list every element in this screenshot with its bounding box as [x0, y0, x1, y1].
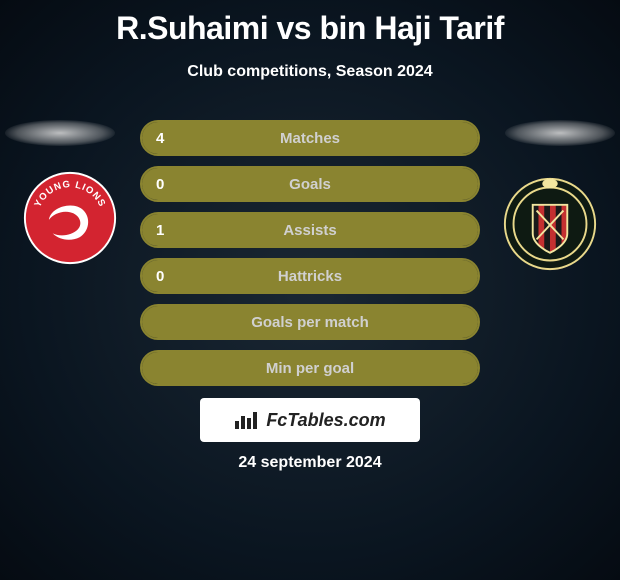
stat-value-left: 0: [156, 268, 164, 285]
stat-fill: [142, 168, 478, 200]
stat-row: Goals0: [140, 166, 480, 202]
stat-value-left: 0: [156, 176, 164, 193]
stat-row: Hattricks0: [140, 258, 480, 294]
stat-value-left: 4: [156, 130, 164, 147]
watermark: FcTables.com: [200, 398, 420, 442]
team-crest-left: YOUNG LIONS: [20, 170, 120, 266]
shadow-right: [505, 120, 615, 146]
stat-value-left: 1: [156, 222, 164, 239]
watermark-text: FcTables.com: [266, 410, 385, 431]
team-crest-right: [500, 176, 600, 272]
stat-row: Assists1: [140, 212, 480, 248]
stat-fill: [142, 260, 478, 292]
stat-fill: [142, 214, 478, 246]
stat-row: Min per goal: [140, 350, 480, 386]
page-title: R.Suhaimi vs bin Haji Tarif: [0, 0, 620, 47]
chart-icon: [234, 410, 260, 430]
stat-row: Matches4: [140, 120, 480, 156]
shadow-left: [5, 120, 115, 146]
date: 24 september 2024: [0, 454, 620, 472]
stat-fill: [142, 352, 478, 384]
stats-panel: Matches4 Goals0 Assists1 Hattricks0 Goals pe…: [140, 120, 480, 396]
stat-fill: [142, 122, 478, 154]
stat-fill: [142, 306, 478, 338]
subtitle: Club competitions, Season 2024: [0, 63, 620, 81]
stat-row: Goals per match: [140, 304, 480, 340]
